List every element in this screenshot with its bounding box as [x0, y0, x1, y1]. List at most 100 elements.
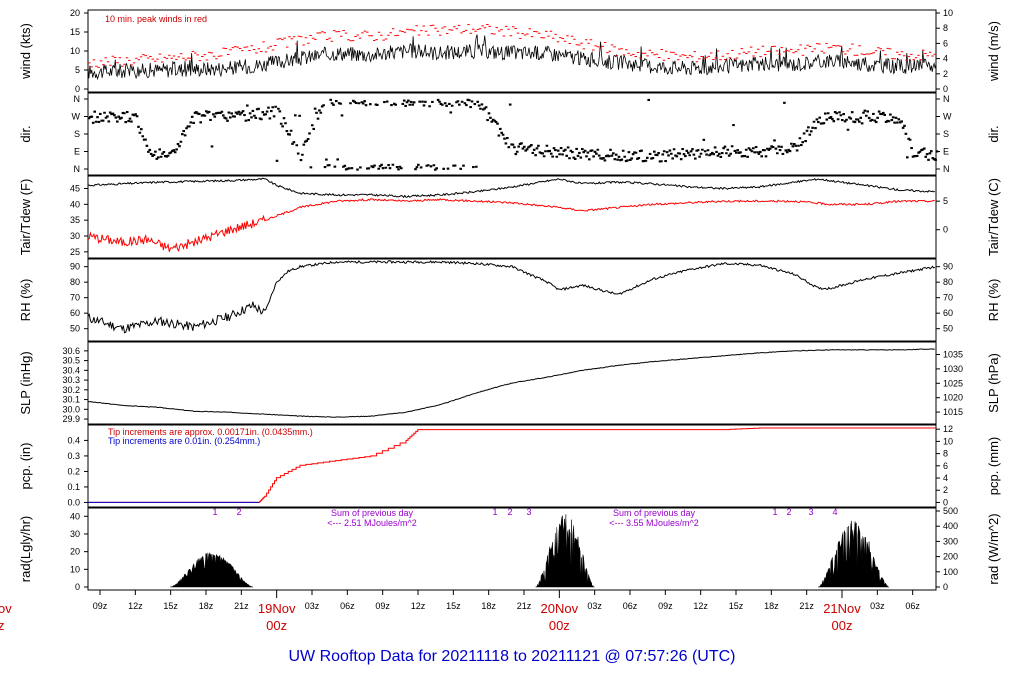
x-day-time: 00z	[832, 618, 853, 633]
dir-ytick-label-left: S	[74, 129, 80, 139]
precipitation-ytick-label-left: 0.2	[67, 466, 80, 476]
precipitation-ytick-label-left: 0.1	[67, 482, 80, 492]
radiation-ytick-label-left: 30	[70, 529, 80, 539]
panel-frame-temperature	[87, 175, 937, 259]
precip-note-red: Tip increments are approx. 0.00171in. (0…	[108, 427, 313, 437]
x-tick-label: 06z	[623, 601, 638, 611]
x-tick-label: 12z	[128, 601, 143, 611]
pressure-ytick-label-right: 1020	[943, 393, 963, 403]
chart-footer-title: UW Rooftop Data for 20211118 to 20211121…	[288, 648, 736, 665]
air-temperature-line	[87, 177, 935, 199]
x-tick-label: 21z	[234, 601, 249, 611]
dir-ytick-label-right: S	[943, 129, 949, 139]
x-tick-label: 09z	[375, 601, 390, 611]
rh-ytick-label-right: 90	[943, 262, 953, 272]
relative-humidity-line	[87, 260, 936, 334]
radiation-ytick-label-right: 200	[943, 552, 958, 562]
radiation-ylabel-right: rad (W/m^2)	[986, 513, 1001, 584]
rad-label-2: 2	[507, 507, 512, 517]
wind-ytick-label-right: 4	[943, 54, 948, 64]
x-tick-label: 03z	[870, 601, 885, 611]
radiation-ytick-label-right: 100	[943, 567, 958, 577]
rad-label-3: 3	[808, 507, 813, 517]
pressure-ytick-label-left: 30.0	[62, 404, 80, 414]
rad-label-2: 2	[236, 507, 241, 517]
rad-label-1: 1	[212, 507, 217, 517]
pressure-ytick-label-left: 30.3	[62, 375, 80, 385]
precipitation-ytick-label-right: 10	[943, 436, 953, 446]
rad-sum-value: <--- 2.51 MJoules/m^2	[327, 518, 417, 528]
rad-label-1: 1	[492, 507, 497, 517]
dir-ytick-label-left: E	[74, 147, 80, 157]
x-day-label: 21Nov	[823, 601, 861, 616]
wind-ytick-label-left: 20	[70, 8, 80, 18]
radiation-ytick-label-right: 300	[943, 536, 958, 546]
radiation-ytick-label-right: 0	[943, 582, 948, 592]
precip-note-blue: Tip increments are 0.01in. (0.254mm.)	[108, 436, 260, 446]
x-day-label-clipped: ov	[0, 601, 12, 616]
x-day-time: 00z	[549, 618, 570, 633]
x-tick-label: 18z	[481, 601, 496, 611]
wind-ytick-label-left: 15	[70, 27, 80, 37]
precipitation-ytick-label-right: 2	[943, 485, 948, 495]
dir-ytick-label-right: N	[943, 164, 950, 174]
rh-ytick-label-right: 60	[943, 308, 953, 318]
dir-ytick-label-left: N	[74, 164, 81, 174]
x-tick-label: 15z	[446, 601, 461, 611]
temperature-ytick-label-right: 5	[943, 196, 948, 206]
rh-ytick-label-left: 50	[70, 324, 80, 334]
x-tick-label: 06z	[905, 601, 920, 611]
pressure-ytick-label-left: 30.5	[62, 356, 80, 366]
wind-ylabel-left: wind (kts)	[18, 23, 33, 80]
precipitation-ytick-label-left: 0.3	[67, 451, 80, 461]
wind-peak-marks	[88, 24, 937, 68]
radiation-ytick-label-left: 20	[70, 547, 80, 557]
temperature-ytick-label-left: 40	[70, 199, 80, 209]
rad-label-4: 4	[832, 507, 837, 517]
rh-ytick-label-right: 80	[943, 277, 953, 287]
panel-frame-radiation	[87, 507, 937, 591]
temperature-ylabel-right: Tair/Tdew (C)	[986, 178, 1001, 256]
wind-ytick-label-right: 2	[943, 69, 948, 79]
rad-label-2: 2	[786, 507, 791, 517]
dir-ytick-label-right: W	[943, 112, 952, 122]
pressure-ytick-label-left: 30.6	[62, 346, 80, 356]
x-tick-label: 03z	[305, 601, 320, 611]
x-tick-label: 06z	[340, 601, 355, 611]
pressure-ytick-label-left: 30.1	[62, 395, 80, 405]
wind-annotation: 10 min. peak winds in red	[105, 14, 207, 24]
x-tick-label: 15z	[163, 601, 178, 611]
rad-sum-value: <--- 3.55 MJoules/m^2	[609, 518, 699, 528]
wind-ytick-label-right: 6	[943, 38, 948, 48]
temperature-ytick-label-left: 45	[70, 184, 80, 194]
precipitation-ytick-label-right: 8	[943, 449, 948, 459]
pressure-ytick-label-left: 30.4	[62, 365, 80, 375]
temperature-ytick-label-left: 35	[70, 215, 80, 225]
wind-ytick-label-left: 5	[75, 65, 80, 75]
solar-radiation-area-day1	[170, 551, 253, 588]
x-tick-label: 21z	[799, 601, 814, 611]
dir-ytick-label-left: W	[72, 112, 81, 122]
wind-ytick-label-left: 0	[75, 84, 80, 94]
precipitation-ytick-label-left: 0.0	[67, 497, 80, 507]
precipitation-ytick-label-right: 6	[943, 461, 948, 471]
wind-ylabel-right: wind (m/s)	[986, 21, 1001, 82]
radiation-ytick-label-left: 10	[70, 564, 80, 574]
x-day-time-clipped: z	[0, 618, 5, 633]
temperature-ytick-label-left: 25	[70, 247, 80, 257]
temperature-ytick-label-left: 30	[70, 231, 80, 241]
radiation-ytick-label-left: 40	[70, 511, 80, 521]
x-tick-label: 18z	[764, 601, 779, 611]
pressure-ytick-label-right: 1030	[943, 364, 963, 374]
x-tick-label: 12z	[693, 601, 708, 611]
wind-ytick-label-right: 0	[943, 84, 948, 94]
wind-ytick-label-right: 8	[943, 23, 948, 33]
precipitation-ytick-label-right: 4	[943, 473, 948, 483]
dir-ytick-label-right: N	[943, 94, 950, 104]
precipitation-ylabel-right: pcp. (mm)	[986, 437, 1001, 496]
dir-ylabel-right: dir.	[986, 125, 1001, 142]
rad-label-1: 1	[772, 507, 777, 517]
dir-ytick-label-left: N	[74, 94, 81, 104]
x-day-label: 19Nov	[258, 601, 296, 616]
precipitation-ytick-label-right: 12	[943, 424, 953, 434]
